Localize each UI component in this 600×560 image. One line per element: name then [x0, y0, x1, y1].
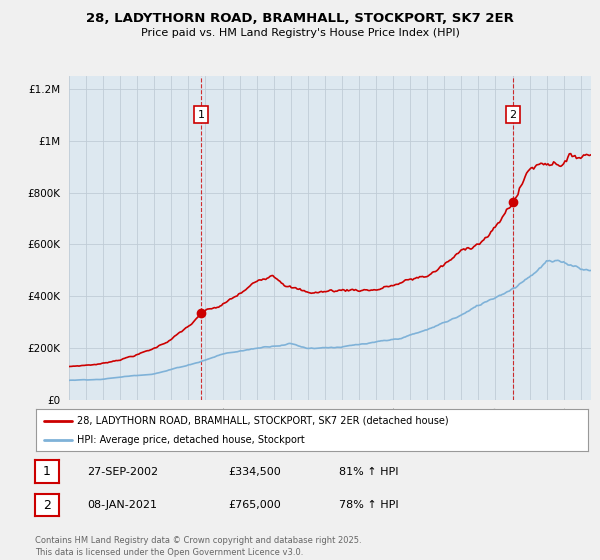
- Text: £765,000: £765,000: [228, 500, 281, 510]
- Text: 2: 2: [43, 498, 51, 512]
- Text: Price paid vs. HM Land Registry's House Price Index (HPI): Price paid vs. HM Land Registry's House …: [140, 28, 460, 38]
- Text: 78% ↑ HPI: 78% ↑ HPI: [339, 500, 398, 510]
- Text: 2: 2: [509, 110, 517, 120]
- Text: 28, LADYTHORN ROAD, BRAMHALL, STOCKPORT, SK7 2ER: 28, LADYTHORN ROAD, BRAMHALL, STOCKPORT,…: [86, 12, 514, 25]
- Text: 08-JAN-2021: 08-JAN-2021: [87, 500, 157, 510]
- Text: 1: 1: [197, 110, 205, 120]
- Text: 81% ↑ HPI: 81% ↑ HPI: [339, 466, 398, 477]
- Text: HPI: Average price, detached house, Stockport: HPI: Average price, detached house, Stoc…: [77, 435, 305, 445]
- Text: 28, LADYTHORN ROAD, BRAMHALL, STOCKPORT, SK7 2ER (detached house): 28, LADYTHORN ROAD, BRAMHALL, STOCKPORT,…: [77, 416, 449, 426]
- Text: 27-SEP-2002: 27-SEP-2002: [87, 466, 158, 477]
- Text: Contains HM Land Registry data © Crown copyright and database right 2025.
This d: Contains HM Land Registry data © Crown c…: [35, 536, 361, 557]
- Text: £334,500: £334,500: [228, 466, 281, 477]
- Text: 1: 1: [43, 465, 51, 478]
